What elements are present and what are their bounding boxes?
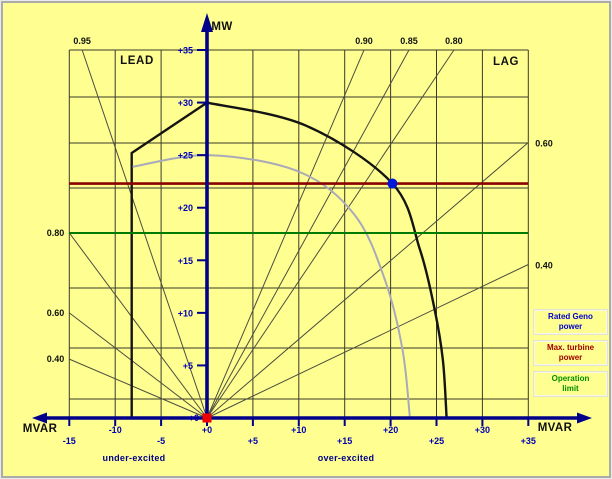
pf-label-lead-0.95: 0.95 [73,36,91,46]
pf-label-lag-0.80: 0.80 [445,36,463,46]
pf-ray-lag-0.85 [206,49,410,419]
pf-ray-lag-0.80 [206,49,455,419]
under-excited-label: under-excited [102,453,166,463]
legend-operation-limit: Operation limit [533,371,608,397]
pf-ray-lag-0.60 [206,142,529,419]
legend-operation-line2: limit [562,384,579,393]
y-tick-label-+10: +10 [178,308,193,318]
x-tick-label--5: -5 [157,436,165,446]
pf-label-lead-0.60: 0.60 [47,308,65,318]
pf-ray-lead-0.40 [69,358,208,419]
pf-ray-lead-0.60 [68,312,208,419]
pf-label-lag-0.90: 0.90 [355,36,373,46]
legend-rated-geno-line1: Rated Geno [548,312,593,322]
pf-ray-lag-0.40 [206,264,529,419]
x-tick-label-+30: +30 [475,425,490,435]
legend: Rated Geno power Max. turbine power Oper… [533,309,608,402]
x-axis-label-right: MVAR [537,422,573,434]
lag-region-label: LAG [492,56,520,68]
y-tick-label-+25: +25 [178,151,193,161]
pf-label-lag-0.40: 0.40 [535,260,553,270]
pf-label-lead-0.40: 0.40 [47,354,65,364]
x-tick-label-+5: +5 [248,436,258,446]
legend-max-turbine-power: Max. turbine power [533,340,608,366]
x-axis-arrow-left-icon [32,412,47,424]
legend-max-turbine-line1: Max. turbine [546,343,595,353]
y-axis-arrow-icon [201,13,213,32]
legend-rated-geno-power: Rated Geno power [533,309,608,335]
pf-ray-lead-0.80 [68,232,208,419]
y-tick-label-+30: +30 [178,98,193,108]
x-tick-label--10: -10 [109,425,122,435]
over-excited-label: over-excited [317,453,375,463]
y-tick-label-+35: +35 [178,46,193,56]
x-axis-label-left: MVAR [22,423,58,435]
legend-max-turbine-line2: power [558,353,583,362]
curve-generator-capability-limit [130,101,448,419]
pf-label-lag-0.85: 0.85 [400,36,418,46]
x-tick-label-+35: +35 [521,436,536,446]
pf-ray-lag-0.90 [206,49,365,419]
y-tick-label-zero: +0 [189,413,199,423]
y-tick-label-+15: +15 [178,256,193,266]
x-tick-label--15: -15 [63,436,76,446]
marker-origin-point [202,413,212,423]
pf-ray-lead-0.95 [81,49,208,419]
x-tick-label-+15: +15 [337,436,352,446]
y-tick-label-+5: +5 [183,361,193,371]
pf-label-lag-0.60: 0.60 [535,139,553,149]
x-tick-label-+10: +10 [291,425,306,435]
legend-rated-geno-line2: power [558,322,583,331]
lead-region-label: LEAD [120,55,154,67]
x-tick-label-+25: +25 [429,436,444,446]
curve-rated-mva-curve [132,154,411,419]
x-tick-label-+20: +20 [383,425,398,435]
x-axis-arrow-right-icon [577,412,592,424]
x-tick-label-+0: +0 [202,425,212,435]
legend-operation-line1: Operation [551,374,590,384]
y-tick-label-+20: +20 [178,203,193,213]
marker-rated-operating-point [387,178,398,189]
pf-label-lead-0.80: 0.80 [47,228,65,238]
y-axis-label: MW [211,21,233,33]
